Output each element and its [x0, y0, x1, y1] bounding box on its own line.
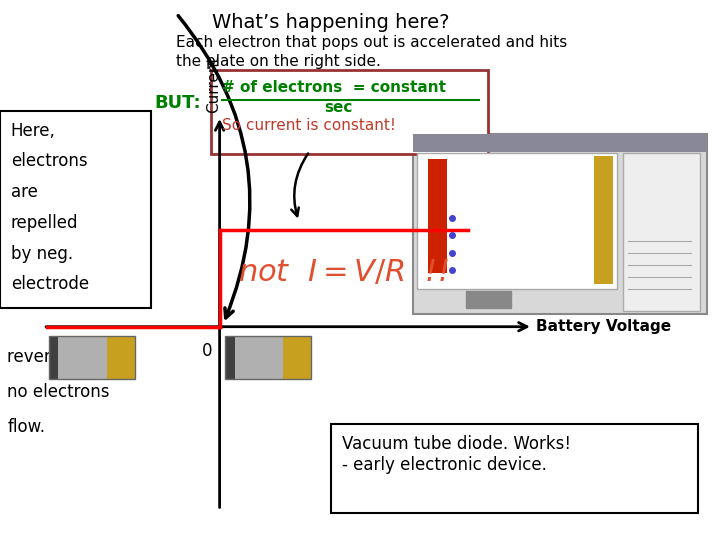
FancyBboxPatch shape	[428, 159, 447, 273]
Text: reverse V,: reverse V,	[7, 348, 92, 366]
Text: sec: sec	[324, 100, 353, 115]
FancyBboxPatch shape	[225, 336, 287, 379]
Text: the plate on the right side.: the plate on the right side.	[176, 54, 382, 69]
FancyBboxPatch shape	[211, 70, 488, 154]
FancyBboxPatch shape	[417, 153, 616, 289]
FancyBboxPatch shape	[593, 156, 613, 284]
FancyBboxPatch shape	[331, 424, 698, 513]
FancyBboxPatch shape	[225, 336, 235, 379]
Text: Vacuum tube diode. Works!
- early electronic device.: Vacuum tube diode. Works! - early electr…	[342, 435, 571, 474]
Text: not  $I = V/R$  !!: not $I = V/R$ !!	[238, 258, 449, 287]
FancyBboxPatch shape	[49, 336, 110, 379]
Text: # of electrons  = constant: # of electrons = constant	[222, 80, 446, 95]
FancyBboxPatch shape	[107, 336, 135, 379]
Text: by neg.: by neg.	[11, 245, 73, 262]
Text: BUT:: BUT:	[155, 94, 202, 112]
FancyBboxPatch shape	[284, 336, 311, 379]
Text: are: are	[11, 183, 37, 201]
FancyBboxPatch shape	[413, 134, 707, 314]
Text: 0: 0	[202, 342, 212, 360]
Text: no electrons: no electrons	[7, 383, 109, 401]
Text: Here,: Here,	[11, 122, 55, 139]
FancyBboxPatch shape	[49, 336, 58, 379]
Text: electrode: electrode	[11, 275, 89, 293]
Text: Current: Current	[207, 56, 221, 113]
FancyBboxPatch shape	[624, 153, 701, 311]
Text: Each electron that pops out is accelerated and hits: Each electron that pops out is accelerat…	[176, 35, 567, 50]
FancyBboxPatch shape	[467, 291, 511, 308]
Text: electrons: electrons	[11, 152, 87, 170]
Text: flow.: flow.	[7, 418, 45, 436]
Text: repelled: repelled	[11, 214, 78, 232]
Text: So current is constant!: So current is constant!	[222, 118, 395, 133]
FancyBboxPatch shape	[0, 111, 151, 308]
Text: Battery Voltage: Battery Voltage	[536, 319, 672, 334]
FancyBboxPatch shape	[413, 134, 706, 152]
Text: What’s happening here?: What’s happening here?	[212, 14, 450, 32]
